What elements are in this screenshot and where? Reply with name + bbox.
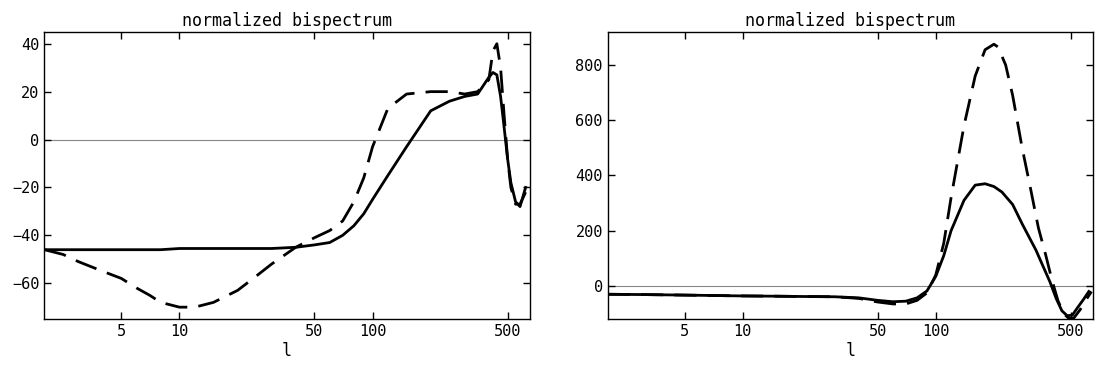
Title: normalized bispectrum: normalized bispectrum <box>745 12 955 30</box>
Title: normalized bispectrum: normalized bispectrum <box>182 12 392 30</box>
X-axis label: l: l <box>845 342 855 360</box>
X-axis label: l: l <box>282 342 292 360</box>
